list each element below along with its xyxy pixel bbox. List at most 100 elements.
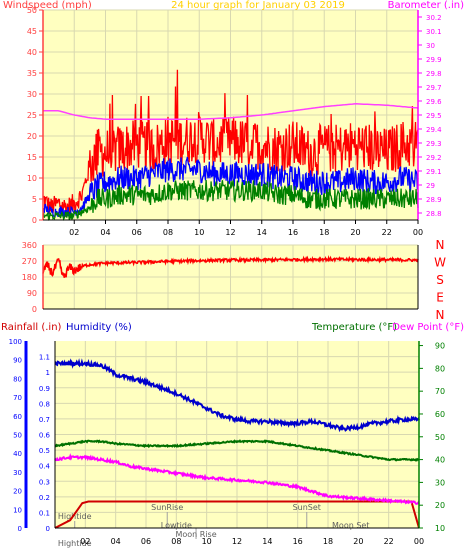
wind-xtick-label: 08 [163,228,173,237]
wind-ytick-label: 35 [27,69,37,78]
humidity-ytick-label: 80 [13,375,22,383]
baro-ytick-label: 29.7 [426,84,442,92]
humidity-ytick-label: 20 [13,488,22,496]
wind-ytick-label: 10 [27,174,37,183]
wind-ytick-label: 45 [27,27,37,36]
wind-xtick-label: 00 [413,228,423,237]
rain-ytick-label: 0.3 [39,478,50,486]
dir-ytick-label: 90 [27,289,37,298]
wind-xtick-label: 10 [194,228,204,237]
wind-ytick-label: 15 [27,153,37,162]
baro-ytick-label: 29.4 [426,126,442,134]
temp-ytick-label: 20 [435,501,445,510]
rht-series [54,358,420,529]
humidity-ytick-label: 60 [13,413,22,421]
wind-ytick-label: 30 [27,90,37,99]
rht-xtick-label: 02 [80,537,90,546]
compass-label: N [436,238,445,252]
astro-label: SunSet [293,503,321,512]
rht-xtick-label: 12 [232,537,242,546]
temp-ytick-label: 40 [435,456,445,465]
rht-xtick-label: 10 [202,537,212,546]
baro-ytick-label: 28.8 [426,210,442,218]
wind-xtick-label: 16 [288,228,298,237]
rain-ytick-label: 0.2 [39,494,50,502]
temp-ytick-label: 80 [435,364,445,373]
temp-ytick-label: 60 [435,410,445,419]
baro-ytick-label: 28.9 [426,196,442,204]
humidity-ytick-label: 70 [13,394,22,402]
wind-axes: 0 5 10 15 20 25 30 35 40 45 50 28.8 28.9 29 29.1 29.2 29… [27,6,442,237]
rain-ytick-label: 0 [46,525,50,533]
temp-ytick-label: 50 [435,433,445,442]
temp-ytick-label: 90 [435,342,445,351]
series-dewpoint-line [54,453,420,505]
rht-xtick-label: 20 [353,537,363,546]
rht-xtick-label: 22 [384,537,394,546]
wind-series [42,69,419,222]
wind-xtick-label: 20 [350,228,360,237]
rain-ytick-label: 0.7 [39,416,50,424]
baro-ytick-label: 29.9 [426,56,442,64]
rht-xtick-label: 14 [262,537,272,546]
wind-xtick-label: 18 [319,228,329,237]
wind-ytick-label: 25 [27,111,37,120]
direction-series [42,254,419,278]
dewpoint-axis-label: Dew Point (°F) [392,322,464,333]
series-barometer-line [43,103,419,120]
rht-xtick-label: 06 [141,537,151,546]
humidity-ytick-label: 90 [13,357,22,365]
astro-label: Hightide [58,512,92,521]
wind-xtick-label: 22 [382,228,392,237]
baro-ytick-label: 29.2 [426,154,442,162]
series-gust-line [42,69,419,217]
temperature-axis-label: Temperature (°F) [311,322,397,333]
rht-xtick-label: 04 [111,537,121,546]
compass-label: W [434,256,446,270]
series-minimum-line [42,180,419,222]
series-temperature-line [54,439,419,462]
wind-xtick-label: 06 [132,228,142,237]
wind-xtick-label: 14 [257,228,267,237]
baro-ytick-label: 30.2 [426,14,442,22]
series-average-line [42,156,419,219]
compass-label: S [436,273,444,287]
baro-ytick-label: 30.1 [426,28,442,36]
windspeed-axis-label: Windspeed (mph) [3,0,92,11]
rht-xtick-label: 18 [323,537,333,546]
wind-xtick-label: 02 [69,228,79,237]
rht-xtick-label: 00 [414,537,424,546]
wind-ytick-label: 40 [27,48,37,57]
series-humidity-line [54,358,420,433]
baro-ytick-label: 29.3 [426,140,442,148]
humidity-ytick-label: 100 [9,338,22,346]
temp-ytick-label: 70 [435,387,445,396]
humidity-axis-label: Humidity (%) [66,322,132,333]
humidity-ytick-label: 40 [13,450,22,458]
series-rainfall-line [54,500,420,529]
rain-ytick-label: 1.1 [39,354,50,362]
rht-xtick-label: 08 [171,537,181,546]
baro-ytick-label: 29.6 [426,98,442,106]
rht-axes: 0 0.1 0.2 0.3 0.4 0.5 0.6 0.7 0.8 0.9 1 1.1 0 10 20 30 4… [9,338,445,546]
astro-label: SunRise [151,503,183,512]
humidity-ytick-label: 30 [13,469,22,477]
dir-ytick-label: 0 [32,305,37,314]
temp-ytick-label: 10 [435,524,445,533]
compass-label: N [436,308,445,322]
rain-ytick-label: 0.8 [39,400,50,408]
series-direction-line [42,254,419,278]
wind-xtick-label: 04 [100,228,110,237]
rht-xtick-label: 16 [293,537,303,546]
rainfall-axis-label: Rainfall (.in) [1,322,62,333]
rain-ytick-label: 0.9 [39,385,50,393]
dir-ytick-label: 360 [22,241,37,250]
wind-ytick-label: 50 [27,6,37,15]
baro-ytick-label: 29.1 [426,168,442,176]
compass-label: E [436,291,444,305]
baro-ytick-label: 29.8 [426,70,442,78]
